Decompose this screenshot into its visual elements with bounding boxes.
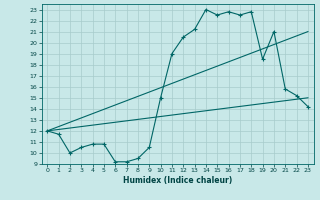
X-axis label: Humidex (Indice chaleur): Humidex (Indice chaleur) — [123, 176, 232, 185]
